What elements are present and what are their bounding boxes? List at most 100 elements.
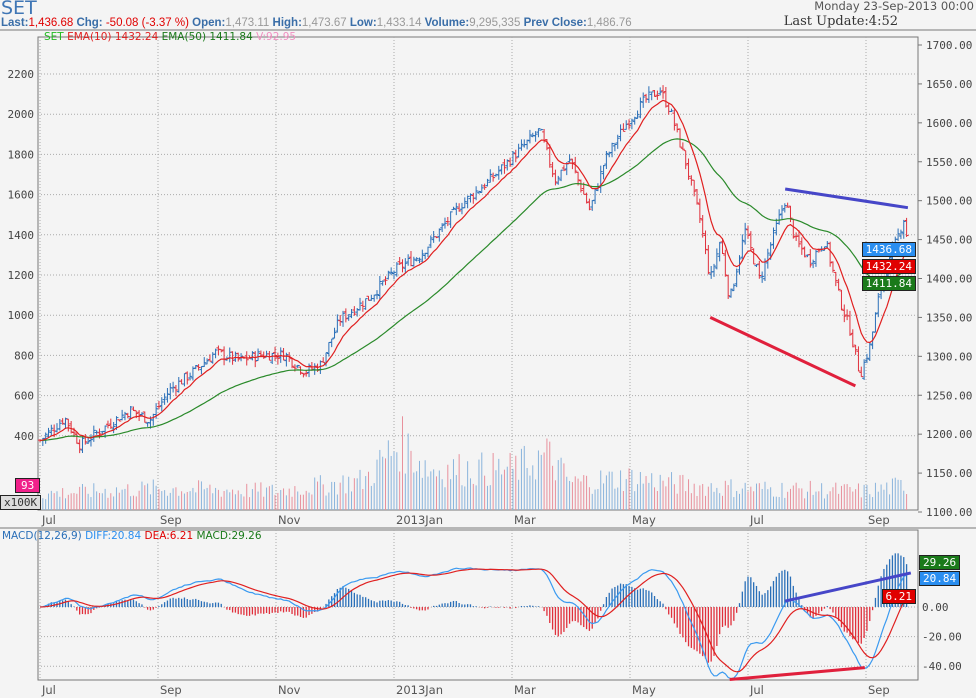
price-bar bbox=[584, 192, 589, 204]
symbol-title: SET bbox=[1, 0, 37, 19]
price-bar bbox=[632, 116, 637, 125]
price-bar bbox=[700, 215, 705, 238]
price-bar bbox=[145, 421, 150, 427]
price-bar bbox=[842, 304, 847, 323]
right-axis-label: 1450.00 bbox=[926, 234, 972, 247]
low-label: Low: bbox=[349, 17, 377, 29]
month-label: Sep bbox=[868, 513, 890, 527]
price-bar bbox=[864, 353, 869, 364]
price-bar bbox=[706, 244, 711, 275]
ema10-line bbox=[39, 99, 908, 442]
price-bar bbox=[454, 202, 459, 216]
price-bar bbox=[227, 347, 232, 363]
price-bar bbox=[720, 238, 725, 255]
price-bar bbox=[904, 217, 909, 237]
macd-badge: 29.26 bbox=[919, 555, 961, 570]
right-axis-label: 1700.00 bbox=[926, 39, 972, 52]
price-bar bbox=[329, 338, 334, 348]
price-bar bbox=[213, 348, 218, 359]
price-bar bbox=[510, 150, 515, 166]
price-bar bbox=[746, 225, 750, 239]
price-bar bbox=[601, 164, 606, 180]
price-bar bbox=[267, 351, 272, 361]
price-bar bbox=[712, 263, 717, 277]
macd-dea-line bbox=[39, 568, 908, 673]
chg-value: -50.08 (-3.37 %) bbox=[105, 17, 189, 29]
left-axis-label: 2000 bbox=[8, 108, 35, 121]
open-label: Open: bbox=[192, 17, 226, 29]
macd-axis-label: -40.00 bbox=[922, 660, 962, 673]
price-bar bbox=[66, 418, 71, 432]
price-bar bbox=[397, 257, 402, 265]
last-price-badge: 1436.68 bbox=[861, 242, 916, 257]
price-bar bbox=[695, 188, 700, 205]
price-bar bbox=[825, 240, 830, 249]
price-bar bbox=[675, 123, 680, 133]
price-bar bbox=[661, 85, 666, 99]
ema50-badge: 1411.84 bbox=[861, 276, 916, 291]
price-bar bbox=[859, 366, 864, 378]
ema10-badge: 1432.24 bbox=[861, 259, 916, 274]
price-bar bbox=[765, 248, 770, 269]
price-bar bbox=[635, 110, 640, 120]
price-bar bbox=[896, 228, 901, 242]
price-bar bbox=[80, 435, 85, 454]
price-bar bbox=[683, 150, 688, 170]
price-bar bbox=[375, 290, 380, 300]
price-bar bbox=[610, 142, 615, 158]
price-bar bbox=[723, 249, 728, 277]
legend-ema10: EMA(10) 1432.24 bbox=[67, 31, 159, 43]
price-bar bbox=[485, 178, 490, 187]
volume-badge: 93 bbox=[15, 478, 41, 493]
last-update: Last Update:4:52 bbox=[783, 14, 898, 29]
price-bar bbox=[598, 165, 603, 194]
price-bar bbox=[850, 329, 855, 348]
month-label: May bbox=[632, 683, 656, 697]
price-bar bbox=[159, 397, 164, 412]
price-bar bbox=[508, 157, 513, 167]
price-bar bbox=[120, 409, 125, 421]
price-bar bbox=[425, 246, 430, 258]
price-bar bbox=[173, 384, 178, 397]
trendline-price-red bbox=[709, 316, 857, 388]
price-bar bbox=[349, 308, 354, 319]
price-bar bbox=[253, 351, 258, 368]
price-bar bbox=[343, 308, 348, 323]
right-axis-label: 1300.00 bbox=[926, 350, 972, 363]
price-bar bbox=[389, 267, 394, 276]
price-bar bbox=[593, 188, 598, 204]
price-bar bbox=[533, 131, 538, 142]
macd-axis-label: 0.00 bbox=[922, 601, 949, 614]
price-bar bbox=[122, 411, 127, 421]
price-bar bbox=[612, 142, 617, 152]
price-bar bbox=[799, 237, 804, 255]
price-bar bbox=[185, 371, 190, 385]
price-bar bbox=[646, 86, 651, 103]
month-label: Mar bbox=[514, 683, 536, 697]
trendline-macd-blue bbox=[784, 571, 912, 603]
price-bar bbox=[414, 257, 419, 262]
price-bar bbox=[587, 198, 592, 211]
price-bar bbox=[451, 206, 456, 211]
price-bar bbox=[499, 164, 504, 175]
price-bar bbox=[808, 249, 813, 268]
price-bar bbox=[680, 142, 685, 151]
price-bar bbox=[519, 139, 524, 151]
price-bar bbox=[196, 364, 201, 371]
price-bar bbox=[898, 229, 903, 240]
price-bar bbox=[346, 314, 351, 321]
month-label: Sep bbox=[160, 683, 182, 697]
price-bar bbox=[117, 419, 122, 422]
month-label: 2013Jan bbox=[396, 683, 443, 697]
price-bar bbox=[686, 158, 691, 180]
price-bar bbox=[649, 91, 654, 101]
price-bar bbox=[156, 401, 161, 410]
price-bar bbox=[678, 128, 683, 148]
price-bar bbox=[125, 412, 130, 419]
ema50-line bbox=[39, 138, 907, 442]
price-bar bbox=[358, 297, 363, 311]
price-bar bbox=[774, 218, 779, 236]
price-bar bbox=[165, 387, 170, 403]
left-axis-label: 1200 bbox=[8, 269, 35, 282]
